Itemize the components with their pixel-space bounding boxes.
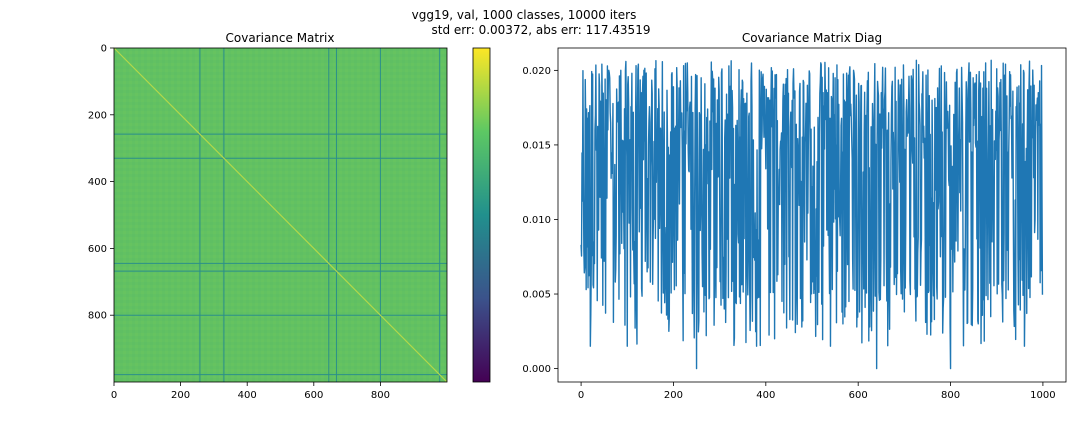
line-ytick-label-0: 0.000 — [522, 364, 551, 375]
line-xtick-label-4: 800 — [941, 390, 960, 401]
heatmap-ytick-label-2: 400 — [88, 177, 107, 188]
heatmap-xtick-label-1: 200 — [171, 390, 190, 401]
heatmap-panel: Covariance Matrix 0 200 400 600 800 0 200 400 6… — [88, 31, 448, 401]
heatmap-ytick-label-0: 0 — [101, 44, 107, 55]
line-x-axis: 0 200 400 600 800 1000 — [578, 382, 1056, 401]
line-ytick-label-3: 0.015 — [522, 140, 551, 151]
colorbar — [472, 47, 491, 383]
heatmap-x-axis: 0 200 400 600 800 — [111, 382, 390, 401]
line-xtick-label-3: 600 — [849, 390, 868, 401]
line-ytick-label-1: 0.005 — [522, 290, 551, 301]
line-y-axis: 0.000 0.005 0.010 0.015 0.020 — [522, 66, 558, 375]
heatmap-ytick-label-4: 800 — [88, 311, 107, 322]
line-xtick-label-2: 400 — [756, 390, 775, 401]
diag-series-line — [580, 59, 1044, 370]
heatmap-frame — [113, 47, 448, 383]
line-ytick-label-4: 0.020 — [522, 66, 551, 77]
line-xtick-label-0: 0 — [578, 390, 584, 401]
heatmap-xtick-label-3: 600 — [304, 390, 323, 401]
heatmap-ytick-label-3: 600 — [88, 244, 107, 255]
heatmap-xtick-label-4: 800 — [371, 390, 390, 401]
line-frame — [557, 47, 1067, 383]
line-ytick-label-2: 0.010 — [522, 215, 551, 226]
line-xtick-label-1: 200 — [664, 390, 683, 401]
line-title: Covariance Matrix Diag — [742, 31, 882, 45]
line-xtick-label-5: 1000 — [1030, 390, 1055, 401]
line-panel: Covariance Matrix Diag 0 200 400 600 800 1000… — [522, 31, 1067, 401]
heatmap-bands — [114, 48, 447, 382]
suptitle-line2: std err: 0.00372, abs err: 117.43519 — [432, 23, 651, 37]
suptitle-line1: vgg19, val, 1000 classes, 10000 iters — [412, 8, 637, 22]
colorbar-gradient — [473, 48, 490, 382]
heatmap-ytick-label-1: 200 — [88, 110, 107, 121]
heatmap-xtick-label-2: 400 — [238, 390, 257, 401]
colorbar-frame — [472, 47, 491, 383]
heatmap-title: Covariance Matrix — [226, 31, 335, 45]
heatmap-diagonal — [113, 47, 448, 383]
heatmap-xtick-label-0: 0 — [111, 390, 117, 401]
heatmap-y-axis: 0 200 400 600 800 — [88, 44, 114, 322]
